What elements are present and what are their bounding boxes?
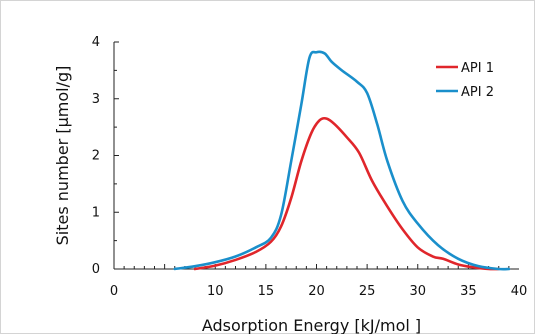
- x-tick-label: 10: [207, 284, 224, 299]
- y-axis-title: Sites number [µmol/g]: [53, 66, 72, 246]
- series-layer: [173, 50, 511, 271]
- x-tick-label: 30: [409, 284, 426, 299]
- legend-label: API 1: [461, 61, 494, 76]
- legend: API 1 API 2: [436, 61, 494, 100]
- y-tick-label: 4: [92, 35, 100, 50]
- y-tick-label: 2: [92, 149, 100, 164]
- series-line-2: [173, 50, 511, 271]
- x-tick-label: 40: [511, 284, 528, 299]
- x-tick-label: 0: [110, 284, 118, 299]
- x-tick-label: 20: [308, 284, 325, 299]
- y-tick-label: 3: [92, 92, 100, 107]
- y-tick-label: 1: [92, 205, 100, 220]
- legend-label: API 2: [461, 85, 494, 100]
- x-axis-title: Adsorption Energy [kJ/mol ]: [202, 316, 421, 334]
- x-tick-label: 25: [359, 284, 376, 299]
- series-line-1: [193, 116, 501, 271]
- y-tick-label: 0: [92, 262, 100, 277]
- x-tick-label: 35: [460, 284, 477, 299]
- x-tick-label: 15: [258, 284, 275, 299]
